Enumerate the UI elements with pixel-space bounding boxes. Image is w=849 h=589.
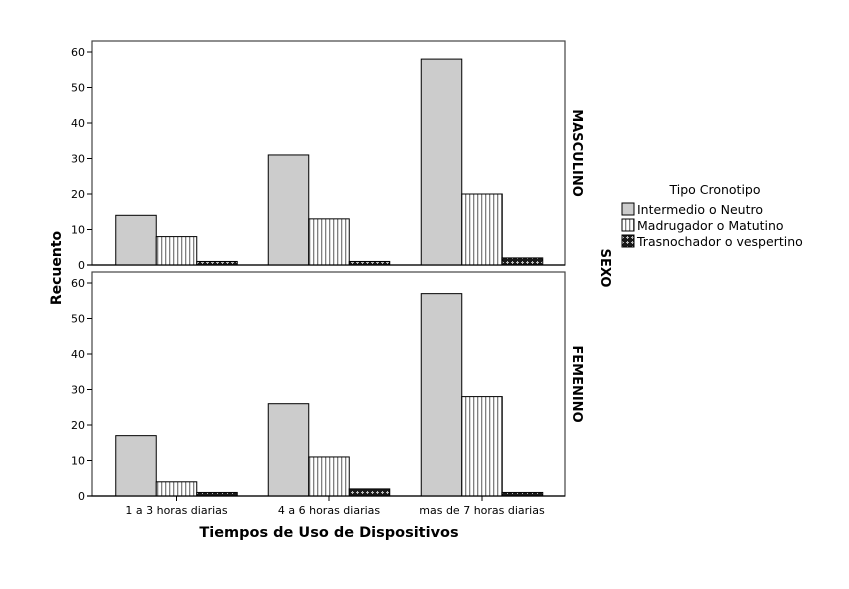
x-tick-label: 1 a 3 horas diarias	[125, 504, 228, 517]
y-tick-label: 50	[71, 313, 85, 326]
bar-femenino-1-2	[461, 396, 503, 497]
bar-femenino-1-0	[155, 481, 198, 497]
bar-masculino-1-2	[461, 193, 503, 266]
legend-swatch-trasnochador	[621, 234, 635, 248]
y-axis-label: Recuento	[49, 230, 65, 305]
legend-swatch-intermedio	[621, 202, 635, 216]
y-tick-label: 20	[71, 188, 85, 201]
bar-masculino-1-1	[308, 218, 350, 266]
facet-label-femenino: FEMENINO	[569, 345, 584, 422]
facet-label-masculino: MASCULINO	[569, 109, 584, 197]
legend-item-trasnochador: Trasnochador o vespertino	[621, 234, 803, 249]
legend: Tipo Cronotipo Intermedio o Neutro Madru…	[621, 182, 803, 249]
legend-swatch-madrugador	[621, 218, 635, 232]
bar-femenino-1-1	[308, 456, 350, 497]
y-tick-label: 10	[71, 224, 85, 237]
bar-masculino-0-2	[420, 58, 463, 266]
y-tick-label: 10	[71, 455, 85, 468]
y-tick-label: 60	[71, 46, 85, 59]
bar-masculino-2-2	[501, 257, 544, 266]
legend-label-madrugador: Madrugador o Matutino	[637, 218, 784, 233]
y-tick-label: 0	[78, 259, 85, 272]
bar-masculino-0-1	[267, 154, 310, 266]
bar-masculino-0-0	[115, 214, 157, 266]
x-tick-label: 4 a 6 horas diarias	[278, 504, 381, 517]
bar-femenino-2-1	[348, 488, 391, 497]
panel-masculino: 0 10 20 30 40 50 60 MASCULINO	[71, 40, 584, 272]
legend-label-trasnochador: Trasnochador o vespertino	[636, 234, 803, 249]
y-tick-label: 60	[71, 277, 85, 290]
y-tick-label: 40	[71, 117, 85, 130]
facet-label-sexo: SEXO	[597, 249, 612, 288]
y-tick-label: 30	[71, 153, 85, 166]
x-tick-label: mas de 7 horas diarias	[419, 504, 545, 517]
bar-masculino-1-0	[155, 236, 198, 266]
panels-layer: 0 10 20 30 40 50 60 MASCULINO 0 10 20 30 40 50 60 FEMEN…	[71, 40, 584, 517]
panel-femenino: 0 10 20 30 40 50 60 FEMENINO	[71, 271, 584, 503]
y-tick-label: 40	[71, 348, 85, 361]
bar-femenino-0-2	[420, 293, 463, 497]
legend-item-madrugador: Madrugador o Matutino	[621, 218, 784, 233]
bar-femenino-0-0	[115, 435, 157, 497]
y-tick-label: 0	[78, 490, 85, 503]
y-tick-label: 50	[71, 82, 85, 95]
legend-item-intermedio: Intermedio o Neutro	[621, 202, 763, 217]
bar-femenino-0-1	[267, 403, 310, 497]
x-axis-label: Tiempos de Uso de Dispositivos	[199, 525, 458, 541]
y-tick-label: 20	[71, 419, 85, 432]
y-tick-label: 30	[71, 384, 85, 397]
legend-label-intermedio: Intermedio o Neutro	[637, 202, 763, 217]
legend-title: Tipo Cronotipo	[668, 182, 760, 197]
